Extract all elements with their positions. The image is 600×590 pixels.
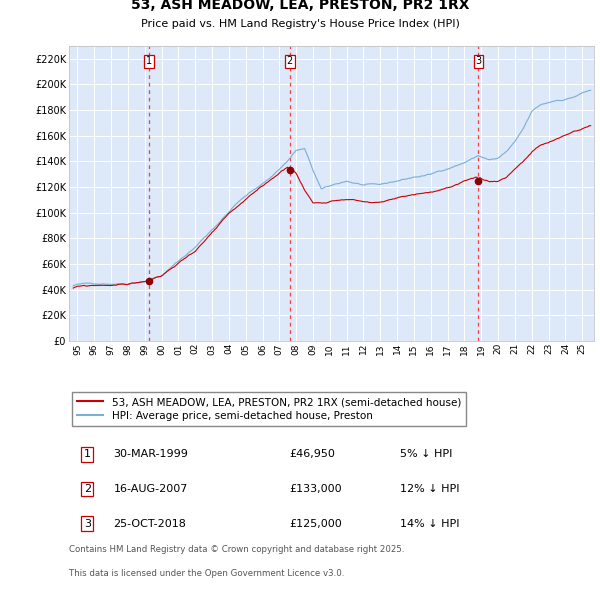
Text: 09: 09 (308, 343, 317, 355)
Text: 17: 17 (443, 343, 452, 355)
Text: 01: 01 (174, 343, 183, 355)
Text: 1: 1 (84, 450, 91, 460)
Text: 04: 04 (224, 343, 233, 355)
Text: 1: 1 (146, 57, 152, 67)
Text: 16-AUG-2007: 16-AUG-2007 (113, 484, 188, 494)
Text: 98: 98 (124, 343, 133, 355)
Text: 10: 10 (325, 343, 334, 355)
Text: 18: 18 (460, 343, 469, 355)
Text: Contains HM Land Registry data © Crown copyright and database right 2025.: Contains HM Land Registry data © Crown c… (69, 545, 404, 555)
Text: 30-MAR-1999: 30-MAR-1999 (113, 450, 188, 460)
Text: 53, ASH MEADOW, LEA, PRESTON, PR2 1RX: 53, ASH MEADOW, LEA, PRESTON, PR2 1RX (131, 0, 469, 12)
Text: 5% ↓ HPI: 5% ↓ HPI (400, 450, 452, 460)
Text: 2: 2 (84, 484, 91, 494)
Text: 15: 15 (409, 343, 418, 355)
Text: This data is licensed under the Open Government Licence v3.0.: This data is licensed under the Open Gov… (69, 569, 344, 578)
Text: 07: 07 (275, 343, 284, 355)
Text: 03: 03 (208, 343, 217, 355)
Text: 23: 23 (544, 343, 553, 355)
Text: 25-OCT-2018: 25-OCT-2018 (113, 519, 187, 529)
Text: 2: 2 (287, 57, 293, 67)
Text: 3: 3 (475, 57, 482, 67)
Text: Price paid vs. HM Land Registry's House Price Index (HPI): Price paid vs. HM Land Registry's House … (140, 19, 460, 30)
Text: £133,000: £133,000 (290, 484, 342, 494)
Text: 99: 99 (140, 343, 149, 355)
Text: 22: 22 (527, 343, 536, 355)
Text: 3: 3 (84, 519, 91, 529)
Text: 12% ↓ HPI: 12% ↓ HPI (400, 484, 459, 494)
Text: £46,950: £46,950 (290, 450, 335, 460)
Text: 00: 00 (157, 343, 166, 355)
Text: 06: 06 (258, 343, 267, 355)
Text: 05: 05 (241, 343, 250, 355)
Text: £125,000: £125,000 (290, 519, 342, 529)
Text: 13: 13 (376, 343, 385, 355)
Text: 11: 11 (342, 343, 351, 355)
Text: 25: 25 (578, 343, 587, 355)
Text: 14: 14 (392, 343, 401, 355)
Text: 12: 12 (359, 343, 368, 355)
Text: 20: 20 (494, 343, 503, 355)
Text: 19: 19 (477, 343, 486, 355)
Text: 96: 96 (90, 343, 99, 355)
Text: 21: 21 (511, 343, 520, 355)
Text: 97: 97 (107, 343, 116, 355)
Text: 95: 95 (73, 343, 82, 355)
Text: 24: 24 (561, 343, 570, 355)
Legend: 53, ASH MEADOW, LEA, PRESTON, PR2 1RX (semi-detached house), HPI: Average price,: 53, ASH MEADOW, LEA, PRESTON, PR2 1RX (s… (72, 392, 466, 426)
Text: 14% ↓ HPI: 14% ↓ HPI (400, 519, 459, 529)
Text: 02: 02 (191, 343, 200, 355)
Text: 08: 08 (292, 343, 301, 355)
Text: 16: 16 (426, 343, 435, 355)
